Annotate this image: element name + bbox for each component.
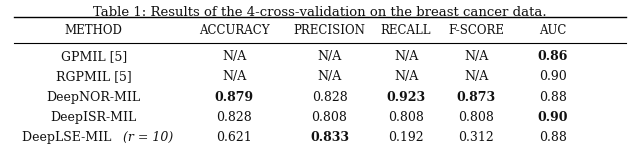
- Text: DeepNOR-MIL: DeepNOR-MIL: [47, 91, 141, 104]
- Text: N/A: N/A: [222, 50, 246, 63]
- Text: N/A: N/A: [317, 70, 342, 83]
- Text: 0.621: 0.621: [216, 131, 252, 144]
- Text: 0.192: 0.192: [388, 131, 424, 144]
- Text: PRECISION: PRECISION: [294, 24, 365, 37]
- Text: 0.833: 0.833: [310, 131, 349, 144]
- Text: 0.808: 0.808: [388, 111, 424, 124]
- Text: 0.873: 0.873: [456, 91, 496, 104]
- Text: N/A: N/A: [464, 50, 488, 63]
- Text: DeepISR-MIL: DeepISR-MIL: [51, 111, 137, 124]
- Text: RGPMIL [5]: RGPMIL [5]: [56, 70, 132, 83]
- Text: N/A: N/A: [222, 70, 246, 83]
- Text: (r = 10): (r = 10): [123, 131, 173, 144]
- Text: 0.90: 0.90: [538, 111, 568, 124]
- Text: 0.808: 0.808: [312, 111, 348, 124]
- Text: N/A: N/A: [394, 70, 418, 83]
- Text: DeepLSE-MIL: DeepLSE-MIL: [22, 131, 115, 144]
- Text: N/A: N/A: [464, 70, 488, 83]
- Text: RECALL: RECALL: [381, 24, 431, 37]
- Text: AUC: AUC: [539, 24, 566, 37]
- Text: 0.879: 0.879: [214, 91, 253, 104]
- Text: 0.88: 0.88: [539, 91, 566, 104]
- Text: 0.86: 0.86: [538, 50, 568, 63]
- Text: METHOD: METHOD: [65, 24, 123, 37]
- Text: GPMIL [5]: GPMIL [5]: [61, 50, 127, 63]
- Text: F-SCORE: F-SCORE: [448, 24, 504, 37]
- Text: 0.88: 0.88: [539, 131, 566, 144]
- Text: 0.90: 0.90: [539, 70, 566, 83]
- Text: 0.828: 0.828: [216, 111, 252, 124]
- Text: 0.828: 0.828: [312, 91, 348, 104]
- Text: 0.923: 0.923: [387, 91, 426, 104]
- Text: N/A: N/A: [394, 50, 418, 63]
- Text: 0.312: 0.312: [458, 131, 494, 144]
- Text: N/A: N/A: [317, 50, 342, 63]
- Text: 0.808: 0.808: [458, 111, 494, 124]
- Text: Table 1: Results of the 4-cross-validation on the breast cancer data.: Table 1: Results of the 4-cross-validati…: [93, 6, 547, 19]
- Text: ACCURACY: ACCURACY: [198, 24, 269, 37]
